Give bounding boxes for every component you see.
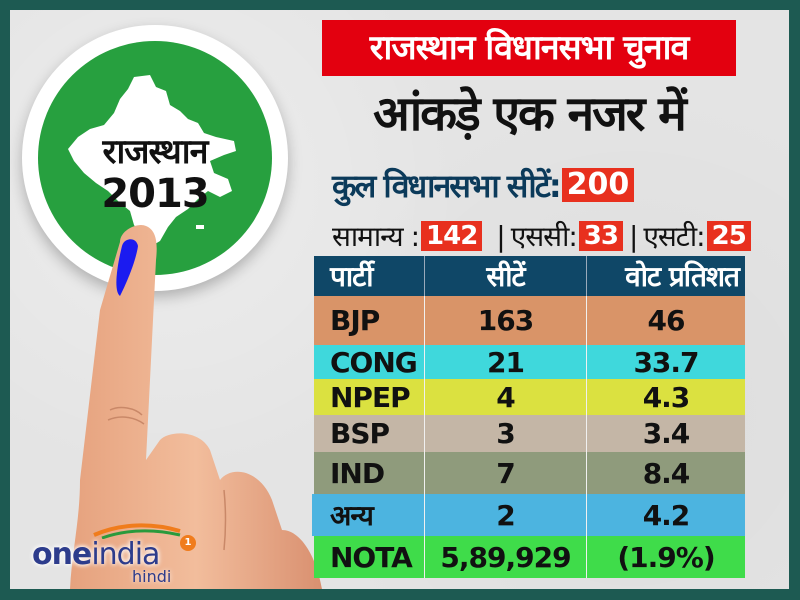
vote-cell: 8.4 <box>642 456 691 490</box>
vote-cell: 4.3 <box>642 380 691 414</box>
seats-cell: 2 <box>425 494 587 536</box>
infographic-panel: राजस्थान 2013 oneindia hindi 1 राजस् <box>10 10 789 589</box>
column-header-seats: सीटें <box>425 256 587 296</box>
party-cell: अन्य <box>312 494 425 536</box>
separator: | <box>628 219 638 253</box>
table-header: पार्टी सीटें वोट प्रतिशत <box>314 256 745 296</box>
tricolor-swoosh-icon <box>93 523 181 539</box>
vote-cell: 46 <box>647 304 686 337</box>
total-seats-value: 200 <box>561 168 635 202</box>
state-badge: राजस्थान 2013 <box>22 25 288 291</box>
logo-brand-bold: one <box>32 537 92 572</box>
separator: | <box>496 219 505 253</box>
st-value: 25 <box>706 221 751 251</box>
table-row: NPEP 4 4.3 <box>314 379 745 415</box>
page-title: राजस्थान विधानसभा चुनाव <box>322 20 736 76</box>
general-label: सामान्य : <box>332 220 420 253</box>
total-seats-label: कुल विधानसभा सीटें: <box>332 166 562 205</box>
page-subtitle: आंकड़े एक नजर में <box>373 86 687 142</box>
table-row: IND 7 8.4 <box>314 452 745 494</box>
seats-cell: 4 <box>425 379 587 415</box>
party-cell: BSP <box>314 415 425 452</box>
party-cell: BJP <box>314 296 425 345</box>
party-cell: CONG <box>314 345 425 379</box>
party-cell: IND <box>314 452 425 494</box>
table-row: CONG 21 33.7 <box>314 345 745 379</box>
seats-cell: 21 <box>425 345 587 379</box>
st-label: एसटी: <box>643 220 705 253</box>
seats-cell: 5,89,929 <box>425 536 587 578</box>
table-row: अन्य 2 4.2 <box>312 494 745 536</box>
general-value: 142 <box>421 221 483 251</box>
logo-brand-thin: india <box>91 537 160 572</box>
sc-label: एससी: <box>510 220 578 253</box>
badge-state-name: राजस्थान <box>102 132 209 172</box>
badge-green-disc: राजस्थान 2013 <box>38 41 272 275</box>
vote-cell: 33.7 <box>633 345 699 379</box>
table-row: BSP 3 3.4 <box>314 415 745 452</box>
total-seats-line: कुल विधानसभा सीटें: 200 <box>332 162 635 208</box>
seat-category-line: सामान्य : 142 | एससी: 33 | एसटी: 25 <box>332 215 751 257</box>
logo-subtext: hindi <box>132 567 172 586</box>
seats-cell: 3 <box>425 415 587 452</box>
sc-value: 33 <box>578 221 623 251</box>
oneindia-hindi-logo: oneindia hindi 1 <box>32 515 196 586</box>
badge-year: 2013 <box>101 171 209 217</box>
vote-cell: (1.9%) <box>617 540 715 574</box>
column-header-vote-percent: वोट प्रतिशत <box>625 260 740 293</box>
party-cell: NOTA <box>314 536 425 578</box>
seats-cell: 163 <box>425 296 587 345</box>
seats-cell: 7 <box>425 452 587 494</box>
results-table: पार्टी सीटें वोट प्रतिशत BJP 163 46 CONG… <box>312 256 745 578</box>
logo-wordmark: oneindia <box>32 537 160 572</box>
column-header-party: पार्टी <box>314 256 425 296</box>
vote-cell: 3.4 <box>642 417 691 450</box>
table-row: BJP 163 46 <box>314 296 745 345</box>
table-row: NOTA 5,89,929 (1.9%) <box>314 536 745 578</box>
vote-cell: 4.2 <box>642 498 691 532</box>
logo-badge-icon: 1 <box>180 535 196 551</box>
party-cell: NPEP <box>314 379 425 415</box>
